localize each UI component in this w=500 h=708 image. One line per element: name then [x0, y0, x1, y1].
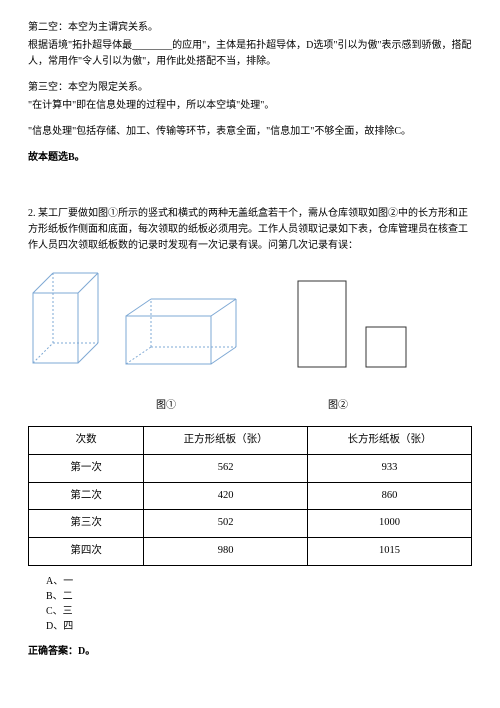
th-rect: 长方形纸板（张） [308, 427, 472, 455]
option-c: C、三 [46, 604, 472, 619]
cell: 1000 [308, 510, 472, 538]
table-row: 第二次 420 860 [29, 482, 472, 510]
info-text: "信息处理"包括存储、加工、传输等环节，表意全面，"信息加工"不够全面，故排除C… [28, 124, 472, 140]
option-a: A、一 [46, 574, 472, 589]
option-b: B、二 [46, 589, 472, 604]
options-list: A、一 B、二 C、三 D、四 [46, 574, 472, 634]
cell: 第四次 [29, 538, 144, 566]
cell: 1015 [308, 538, 472, 566]
cell: 420 [144, 482, 308, 510]
question-body: 某工厂要做如图①所示的竖式和横式的两种无盖纸盒若干个，需从仓库领取如图②中的长方… [28, 208, 468, 251]
table-row: 第三次 502 1000 [29, 510, 472, 538]
blank3-title: 第三空：本空为限定关系。 [28, 80, 472, 96]
th-square: 正方形纸板（张） [144, 427, 308, 455]
option-d: D、四 [46, 619, 472, 634]
question-number: 2. [28, 208, 36, 219]
box-vertical [28, 268, 103, 368]
cell: 第二次 [29, 482, 144, 510]
blank3-text: "在计算中"即在信息处理的过程中，所以本空填"处理"。 [28, 98, 472, 114]
figures-row [28, 268, 472, 368]
data-table: 次数 正方形纸板（张） 长方形纸板（张） 第一次 562 933 第二次 420… [28, 426, 472, 566]
fig-label-1: 图① [156, 398, 176, 414]
question-text: 2. 某工厂要做如图①所示的竖式和横式的两种无盖纸盒若干个，需从仓库领取如图②中… [28, 206, 472, 254]
correct-answer: 正确答案：D。 [28, 644, 472, 660]
blank2-text: 根据语境"拓扑超导体最________的应用"，主体是拓扑超导体，D选项"引以为… [28, 38, 472, 70]
table-row: 第一次 562 933 [29, 454, 472, 482]
blank2-title: 第二空：本空为主谓宾关系。 [28, 20, 472, 36]
rect-square [365, 326, 407, 368]
cell: 第三次 [29, 510, 144, 538]
cell: 第一次 [29, 454, 144, 482]
cell: 562 [144, 454, 308, 482]
table-header-row: 次数 正方形纸板（张） 长方形纸板（张） [29, 427, 472, 455]
box-horizontal [121, 296, 241, 368]
figure-labels: 图① 图② [28, 398, 472, 414]
rect-tall [297, 280, 347, 368]
table-row: 第四次 980 1015 [29, 538, 472, 566]
cell: 933 [308, 454, 472, 482]
conclusion: 故本题选B。 [28, 150, 472, 166]
fig-label-2: 图② [328, 398, 348, 414]
cell: 980 [144, 538, 308, 566]
th-times: 次数 [29, 427, 144, 455]
cell: 502 [144, 510, 308, 538]
cell: 860 [308, 482, 472, 510]
